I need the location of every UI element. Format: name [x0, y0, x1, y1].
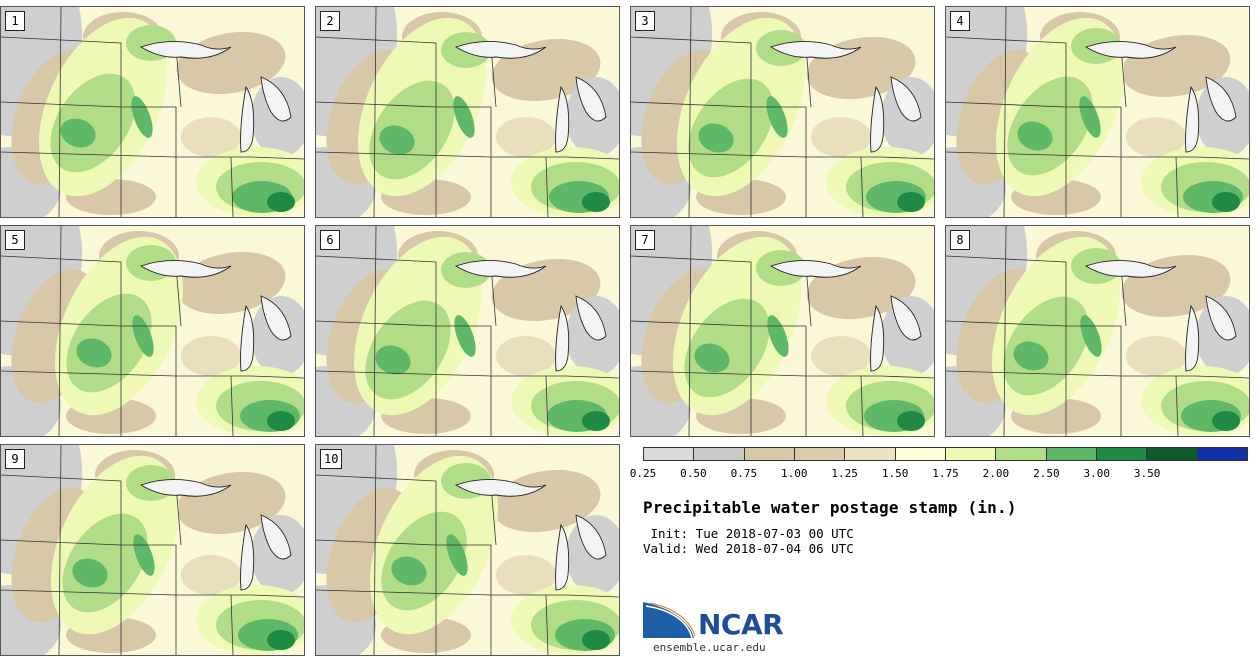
colorbar: 0.25 0.50 0.75 1.00 1.25 1.50 1.75 2.00 2.50 3.00…	[630, 447, 1248, 480]
postage-stamp-panel: 6	[315, 225, 620, 437]
postage-stamp-panel: 2	[315, 6, 620, 218]
precip-water-map	[316, 445, 619, 655]
colorbar-bin	[895, 448, 946, 460]
precip-water-map	[946, 226, 1249, 436]
precip-water-map	[1, 7, 304, 217]
colorbar-bin	[996, 448, 1047, 460]
postage-stamp-panel: 5	[0, 225, 305, 437]
init-time: Init: Tue 2018-07-03 00 UTC	[643, 526, 854, 541]
colorbar-bin	[644, 448, 695, 460]
colorbar-tick-label: 0.50	[680, 467, 707, 480]
panel-member-label: 1	[5, 11, 25, 31]
precip-water-map	[946, 7, 1249, 217]
panel-member-label: 10	[320, 449, 343, 469]
colorbar-tick-label: 1.00	[781, 467, 808, 480]
postage-stamp-panel: 8	[945, 225, 1250, 437]
colorbar-tick-label: 0.25	[629, 467, 657, 480]
colorbar-tick-label: 1.50	[881, 467, 909, 480]
logo-wordmark: NCAR	[698, 608, 784, 641]
colorbar-bin	[794, 448, 846, 460]
panel-member-label: 8	[950, 230, 970, 250]
panel-member-label: 5	[5, 230, 25, 250]
colorbar-tick-label: 2.50	[1033, 467, 1060, 480]
colorbar-bin	[1197, 448, 1247, 460]
colorbar-bin	[1096, 448, 1148, 460]
precip-water-map	[631, 226, 934, 436]
precip-water-map	[1, 445, 304, 655]
colorbar-tick-label: 3.00	[1083, 467, 1111, 480]
panel-member-label: 7	[635, 230, 655, 250]
panel-member-label: 3	[635, 11, 655, 31]
ncar-logo-icon	[643, 602, 696, 639]
colorbar-bins	[643, 447, 1248, 461]
precip-water-map	[1, 226, 304, 436]
panel-member-label: 9	[5, 449, 25, 469]
colorbar-bin	[1046, 448, 1097, 460]
postage-stamp-panel: 1	[0, 6, 305, 218]
postage-stamp-panel: 3	[630, 6, 935, 218]
colorbar-bin	[744, 448, 795, 460]
precip-water-map	[631, 7, 934, 217]
colorbar-tick-label: 0.75	[730, 467, 758, 480]
colorbar-bin	[845, 448, 896, 460]
postage-stamp-panel: 4	[945, 6, 1250, 218]
colorbar-tick-label: 3.50	[1133, 467, 1161, 480]
precip-water-map	[316, 7, 619, 217]
panel-member-label: 2	[320, 11, 340, 31]
colorbar-tick-label: 1.75	[932, 467, 959, 480]
colorbar-bin	[694, 448, 745, 460]
figure-title: Precipitable water postage stamp (in.)	[643, 498, 1017, 517]
logo-url: ensemble.ucar.edu	[653, 641, 766, 654]
postage-stamp-panel: 9	[0, 444, 305, 656]
colorbar-bin	[945, 448, 997, 460]
postage-stamp-panel: 7	[630, 225, 935, 437]
panel-member-label: 6	[320, 230, 340, 250]
panel-member-label: 4	[950, 11, 970, 31]
precip-water-map	[316, 226, 619, 436]
colorbar-bin	[1147, 448, 1198, 460]
valid-time: Valid: Wed 2018-07-04 06 UTC	[643, 541, 854, 556]
postage-stamp-panel: 10	[315, 444, 620, 656]
colorbar-tick-label: 1.25	[831, 467, 858, 480]
colorbar-tick-label: 2.00	[982, 467, 1010, 480]
